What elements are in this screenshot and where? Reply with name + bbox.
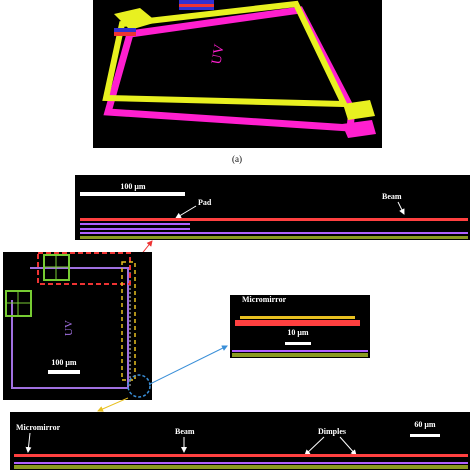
arrow	[25, 432, 32, 453]
uv-text: UV	[209, 43, 227, 66]
beam-label: Beam	[175, 427, 195, 436]
mirror	[240, 316, 355, 319]
uv-text: UV	[63, 320, 75, 336]
pad	[342, 120, 376, 138]
pad	[114, 8, 157, 30]
substrate	[80, 236, 468, 239]
panel-a: UV	[93, 0, 382, 148]
panel-bg	[10, 412, 470, 470]
dimples-label: Dimples	[318, 427, 346, 436]
scale-bar	[285, 342, 311, 345]
pad	[343, 100, 375, 120]
highlight	[121, 261, 136, 381]
scale-bar	[80, 192, 185, 196]
beam-label: Beam	[382, 192, 402, 201]
beam	[80, 218, 468, 221]
arrow	[149, 345, 228, 385]
panel-b-bottom: Micromirror Beam Dimples 60 μm	[10, 412, 470, 470]
panel-b-mirror: Micromirror 10 μm	[230, 295, 370, 358]
scale-label: 60 μm	[414, 420, 436, 429]
pad-label: Pad	[198, 198, 212, 207]
mirror-label: Micromirror	[242, 295, 287, 304]
scale-label: 10 μm	[287, 328, 309, 337]
beam	[235, 320, 360, 326]
arrow	[304, 436, 325, 456]
pad-layer	[80, 228, 190, 230]
substrate	[14, 465, 468, 469]
substrate-layer	[14, 462, 468, 464]
pad-layer	[179, 4, 214, 7]
arrow	[97, 397, 129, 412]
panel-b-top: 100 μm Pad Beam	[75, 175, 470, 240]
highlight	[127, 374, 151, 398]
pad-layer	[114, 28, 136, 34]
beam	[14, 454, 468, 457]
scale-bar	[410, 434, 440, 437]
scale-label: 100 μm	[51, 358, 77, 367]
arrow	[397, 201, 405, 215]
mirror-label: Micromirror	[16, 423, 61, 432]
substrate-layer	[232, 350, 368, 352]
scale-bar	[48, 370, 80, 374]
arrow	[339, 436, 357, 456]
highlight	[37, 252, 131, 285]
caption: (a)	[232, 154, 242, 164]
pad-layer	[114, 32, 136, 36]
substrate-layer	[80, 232, 468, 234]
scale-label: 100 μm	[120, 182, 146, 191]
panel-b-overview: UV 100 μm	[3, 252, 152, 400]
substrate	[232, 353, 368, 357]
panel-bg	[230, 295, 370, 358]
pad-layer	[80, 223, 190, 225]
arrow	[175, 205, 197, 219]
